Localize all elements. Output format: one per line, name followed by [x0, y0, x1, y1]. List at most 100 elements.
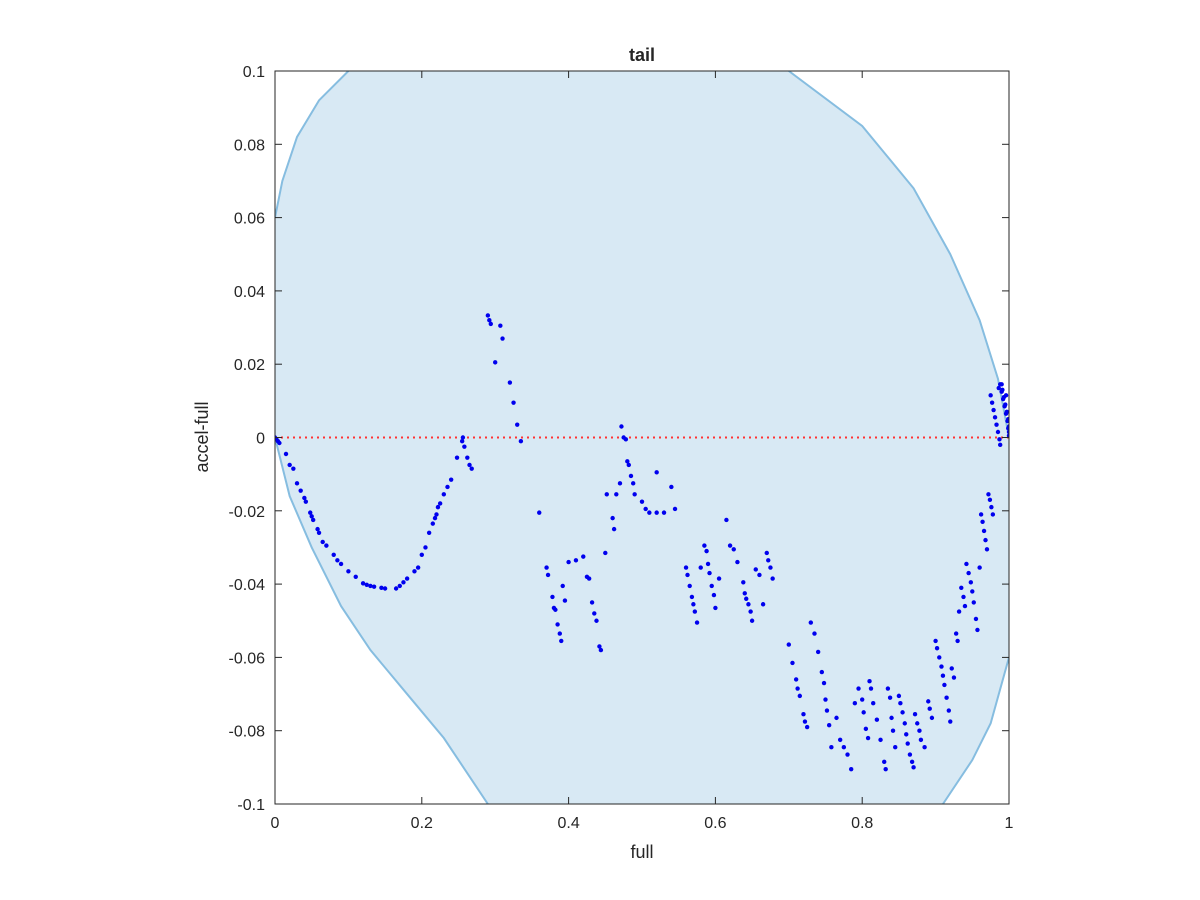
data-point [611, 526, 617, 532]
x-tick-label: 0 [271, 815, 280, 832]
data-point [823, 697, 828, 702]
data-point [604, 492, 609, 497]
data-point [1003, 402, 1008, 407]
data-point [948, 719, 953, 724]
data-point [705, 561, 711, 567]
y-tick-label: 0.06 [234, 211, 265, 228]
data-point [933, 638, 938, 644]
x-tick-label: 0.4 [557, 815, 579, 832]
data-point [685, 572, 690, 578]
data-point [277, 440, 282, 446]
data-point [331, 552, 336, 557]
data-point [702, 543, 707, 548]
data-point [315, 526, 320, 532]
data-point [797, 693, 803, 699]
data-point [364, 582, 369, 588]
data-point [687, 583, 692, 589]
data-point [1004, 409, 1009, 415]
data-point [812, 631, 817, 636]
x-axis-ticks: 0 0.2 0.4 0.6 0.8 1 [271, 71, 1014, 832]
data-point [984, 547, 990, 552]
data-point [711, 592, 717, 598]
data-point [625, 459, 630, 464]
data-point [379, 585, 384, 590]
data-point [507, 380, 513, 385]
region-edge-upper-right [788, 71, 1009, 438]
data-point [909, 759, 915, 765]
data-point [310, 517, 316, 523]
data-point [808, 620, 814, 625]
data-point [724, 517, 729, 523]
data-point [766, 558, 771, 563]
data-point [988, 393, 993, 398]
data-point [795, 686, 800, 691]
data-point [887, 695, 893, 700]
data-point [683, 565, 689, 570]
data-point [994, 422, 999, 427]
data-point [335, 558, 340, 563]
data-point [573, 558, 579, 563]
y-tick-label: -0.06 [229, 650, 266, 667]
data-point [404, 576, 410, 581]
data-point [874, 717, 880, 722]
data-point [397, 583, 402, 589]
data-point [997, 442, 1003, 448]
data-point [382, 586, 388, 591]
data-point [764, 550, 769, 556]
data-point [643, 506, 648, 512]
data-point [860, 697, 865, 702]
data-point [441, 492, 447, 497]
data-point [902, 721, 907, 726]
data-point [741, 580, 746, 585]
y-tick-label: 0 [256, 431, 265, 448]
data-point [946, 708, 952, 713]
data-point [768, 565, 773, 570]
data-point [1006, 416, 1009, 422]
data-point [647, 510, 652, 515]
data-point [824, 708, 830, 713]
y-axis-label: accel-full [192, 401, 212, 472]
data-point [856, 686, 861, 691]
data-point [617, 481, 623, 486]
data-point [623, 437, 629, 442]
data-point [937, 655, 942, 660]
data-point [801, 712, 806, 717]
data-point [970, 589, 975, 594]
data-point [749, 618, 755, 623]
data-point [997, 437, 1002, 442]
data-point [559, 638, 564, 644]
data-point [793, 677, 799, 682]
data-point [566, 559, 571, 565]
data-point [900, 710, 905, 715]
data-point [291, 466, 296, 471]
data-point [991, 407, 996, 413]
data-point [393, 586, 399, 591]
data-point [302, 495, 307, 501]
data-point [790, 660, 795, 666]
data-point [786, 642, 791, 647]
data-point [661, 510, 667, 515]
data-point [448, 477, 454, 482]
data-point [672, 506, 678, 512]
data-point [346, 569, 351, 574]
data-point [944, 695, 949, 700]
data-point [415, 565, 421, 570]
region-edge-lower-left [275, 437, 489, 804]
y-tick-label: -0.02 [229, 504, 266, 521]
data-point [1000, 387, 1005, 393]
data-point [308, 510, 313, 515]
data-point [592, 611, 597, 616]
data-point [964, 561, 969, 567]
data-point [597, 644, 602, 649]
data-point [852, 701, 858, 706]
data-point [589, 600, 595, 605]
data-point [537, 510, 542, 515]
data-point [863, 726, 869, 732]
data-point [927, 706, 932, 711]
data-point [1006, 433, 1009, 438]
data-point [360, 581, 366, 586]
data-point [905, 741, 910, 746]
region-edge-upper-left [275, 71, 350, 218]
data-point [865, 735, 871, 741]
data-point [841, 744, 847, 750]
